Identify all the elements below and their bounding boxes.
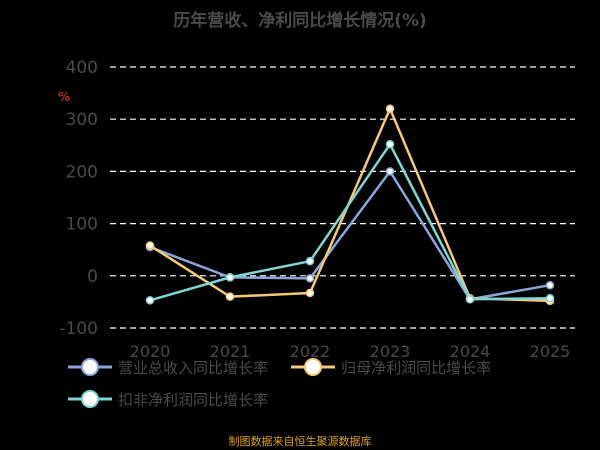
data-point bbox=[305, 288, 315, 298]
data-point bbox=[465, 295, 475, 304]
data-point bbox=[225, 273, 235, 282]
legend-marker-revenue bbox=[68, 358, 112, 376]
x-tick-label: 2020 bbox=[130, 342, 171, 360]
data-point bbox=[305, 256, 315, 266]
data-point bbox=[305, 274, 315, 283]
chart-title: 历年营收、净利同比增长情况(%) bbox=[173, 11, 427, 31]
legend-item-net-profit[interactable]: 归母净利润同比增长率 bbox=[291, 356, 491, 378]
y-tick-label: 400 bbox=[66, 58, 98, 78]
series-line-0 bbox=[149, 170, 551, 301]
data-point bbox=[385, 167, 395, 176]
legend-item-deducted-profit[interactable]: 扣非净利润同比增长率 bbox=[68, 388, 268, 410]
legend-label-deducted-profit: 扣非净利润同比增长率 bbox=[118, 390, 269, 409]
legend-marker-deducted-profit bbox=[68, 390, 112, 408]
legend: 营业总收入同比增长率 归母净利润同比增长率 扣非净利润同比增长率 bbox=[68, 356, 588, 420]
data-point bbox=[145, 241, 155, 250]
legend-item-revenue[interactable]: 营业总收入同比增长率 bbox=[68, 356, 268, 378]
legend-label-net-profit: 归母净利润同比增长率 bbox=[341, 358, 492, 377]
x-tick-label: 2021 bbox=[210, 342, 251, 360]
y-tick-label: -100 bbox=[59, 319, 98, 339]
legend-marker-net-profit bbox=[291, 358, 336, 376]
y-tick-label: 100 bbox=[66, 215, 98, 235]
source-note: 制图数据来自恒生聚源数据库 bbox=[228, 435, 372, 448]
series-line-2 bbox=[149, 143, 551, 302]
y-tick-label: 200 bbox=[66, 162, 98, 182]
data-point bbox=[545, 293, 555, 303]
y-tick-label: 300 bbox=[66, 110, 98, 130]
legend-label-revenue: 营业总收入同比增长率 bbox=[118, 358, 269, 377]
y-unit-label: % bbox=[58, 90, 71, 104]
data-point bbox=[385, 140, 395, 149]
x-tick-label: 2024 bbox=[450, 342, 491, 360]
data-point bbox=[145, 296, 155, 305]
x-tick-label: 2022 bbox=[290, 342, 331, 360]
x-tick-label: 2025 bbox=[530, 342, 571, 360]
x-tick-label: 2023 bbox=[370, 342, 411, 360]
data-point bbox=[385, 104, 395, 114]
data-point bbox=[225, 292, 235, 301]
y-tick-label: 0 bbox=[87, 267, 98, 287]
data-point bbox=[545, 280, 555, 290]
line-chart: -100 0 100 200 300 400 2020 2021 2022 2023 2024 202… bbox=[59, 58, 575, 360]
